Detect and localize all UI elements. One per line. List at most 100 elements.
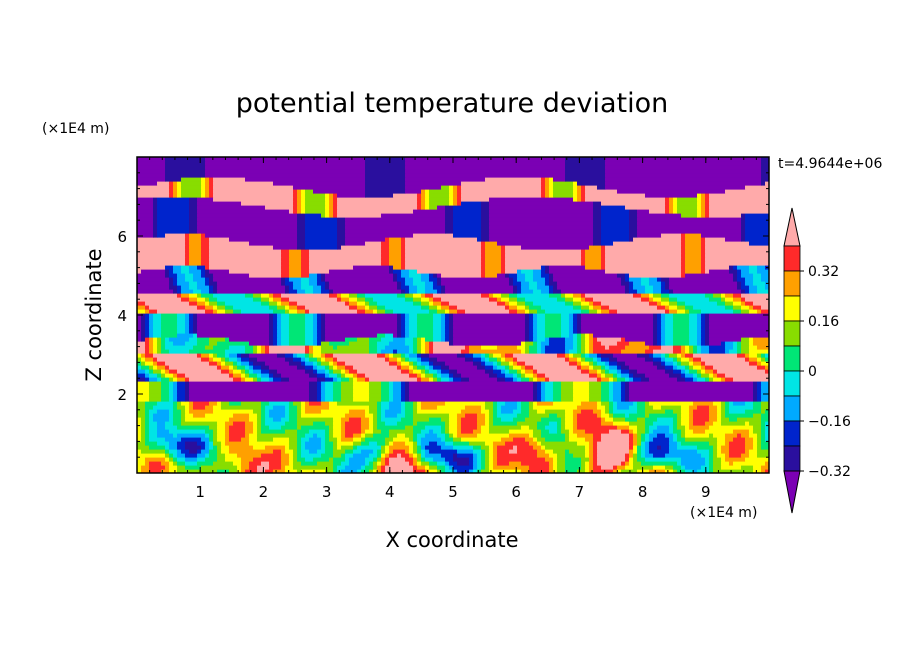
- field-cell: [585, 253, 602, 258]
- field-cell: [745, 401, 754, 406]
- field-cell: [325, 317, 398, 322]
- field-cell: [493, 401, 498, 406]
- field-cell: [629, 365, 658, 370]
- field-cell: [625, 465, 634, 470]
- field-cell: [145, 401, 158, 406]
- field-cell: [217, 289, 286, 294]
- field-cell: [417, 193, 422, 198]
- field-cell: [449, 413, 458, 418]
- field-cell: [333, 453, 342, 458]
- field-cell: [249, 353, 278, 358]
- field-cell: [569, 429, 574, 434]
- field-cell: [637, 417, 646, 422]
- field-cell: [205, 433, 210, 438]
- field-cell: [185, 321, 190, 326]
- field-cell: [689, 413, 694, 418]
- field-cell: [429, 417, 442, 422]
- field-cell: [277, 325, 282, 330]
- field-cell: [149, 389, 162, 394]
- field-cell: [301, 281, 310, 286]
- field-cell: [213, 345, 230, 350]
- field-cell: [673, 417, 678, 422]
- field-cell: [633, 461, 642, 466]
- field-cell: [573, 421, 578, 426]
- field-cell: [421, 353, 430, 358]
- field-cell: [645, 193, 698, 198]
- field-cell: [137, 177, 166, 182]
- field-cell: [565, 349, 570, 354]
- field-cell: [145, 325, 150, 330]
- field-cell: [249, 373, 258, 378]
- field-cell: [585, 297, 594, 302]
- field-cell: [349, 377, 354, 382]
- field-cell: [597, 377, 602, 382]
- field-cell: [317, 385, 322, 390]
- field-cell: [445, 441, 454, 446]
- field-cell: [433, 429, 442, 434]
- field-cell: [593, 441, 598, 446]
- field-cell: [389, 449, 394, 454]
- field-cell: [405, 317, 410, 322]
- field-cell: [681, 441, 710, 446]
- field-cell: [445, 401, 486, 406]
- field-cell: [321, 409, 350, 414]
- field-cell: [173, 385, 178, 390]
- field-cell: [333, 369, 342, 374]
- field-cell: [465, 345, 470, 350]
- field-cell: [149, 461, 162, 466]
- field-cell: [489, 465, 494, 470]
- field-cell: [153, 365, 158, 370]
- field-cell: [281, 457, 290, 462]
- field-cell: [257, 357, 286, 362]
- field-cell: [157, 217, 190, 222]
- field-cell: [141, 321, 146, 326]
- field-cell: [157, 429, 170, 434]
- field-cell: [645, 441, 650, 446]
- field-cell: [417, 201, 422, 206]
- field-cell: [597, 461, 622, 466]
- field-cell: [281, 373, 310, 378]
- field-cell: [457, 425, 462, 430]
- field-cell: [385, 457, 390, 462]
- field-cell: [145, 437, 150, 442]
- field-cell: [445, 217, 454, 222]
- field-cell: [629, 225, 638, 230]
- field-cell: [389, 269, 394, 274]
- field-cell: [165, 465, 170, 470]
- field-cell: [209, 289, 214, 294]
- field-cell: [441, 365, 450, 370]
- field-cell: [549, 177, 554, 182]
- field-cell: [421, 297, 430, 302]
- field-cell: [505, 377, 514, 382]
- field-cell: [613, 417, 626, 422]
- field-cell: [525, 313, 530, 318]
- field-cell: [485, 441, 494, 446]
- field-cell: [265, 345, 270, 350]
- field-cell: [381, 241, 390, 246]
- field-cell: [145, 345, 150, 350]
- field-cell: [629, 385, 754, 390]
- field-cell: [293, 357, 302, 362]
- field-cell: [757, 309, 762, 314]
- field-cell: [745, 353, 750, 358]
- field-cell: [701, 241, 706, 246]
- field-cell: [681, 353, 686, 358]
- field-cell: [265, 421, 286, 426]
- field-cell: [513, 417, 526, 422]
- field-cell: [209, 301, 218, 306]
- field-cell: [281, 269, 290, 274]
- field-cell: [689, 333, 698, 338]
- field-cell: [493, 457, 498, 462]
- field-cell: [573, 413, 578, 418]
- field-cell: [181, 181, 202, 186]
- field-cell: [325, 325, 398, 330]
- field-cell: [629, 445, 634, 450]
- field-cell: [409, 369, 414, 374]
- field-cell: [213, 285, 218, 290]
- field-cell: [241, 309, 274, 314]
- field-cell: [329, 193, 334, 198]
- field-cell: [697, 201, 702, 206]
- field-cell: [545, 409, 566, 414]
- field-cell: [441, 337, 446, 342]
- field-cell: [557, 461, 566, 466]
